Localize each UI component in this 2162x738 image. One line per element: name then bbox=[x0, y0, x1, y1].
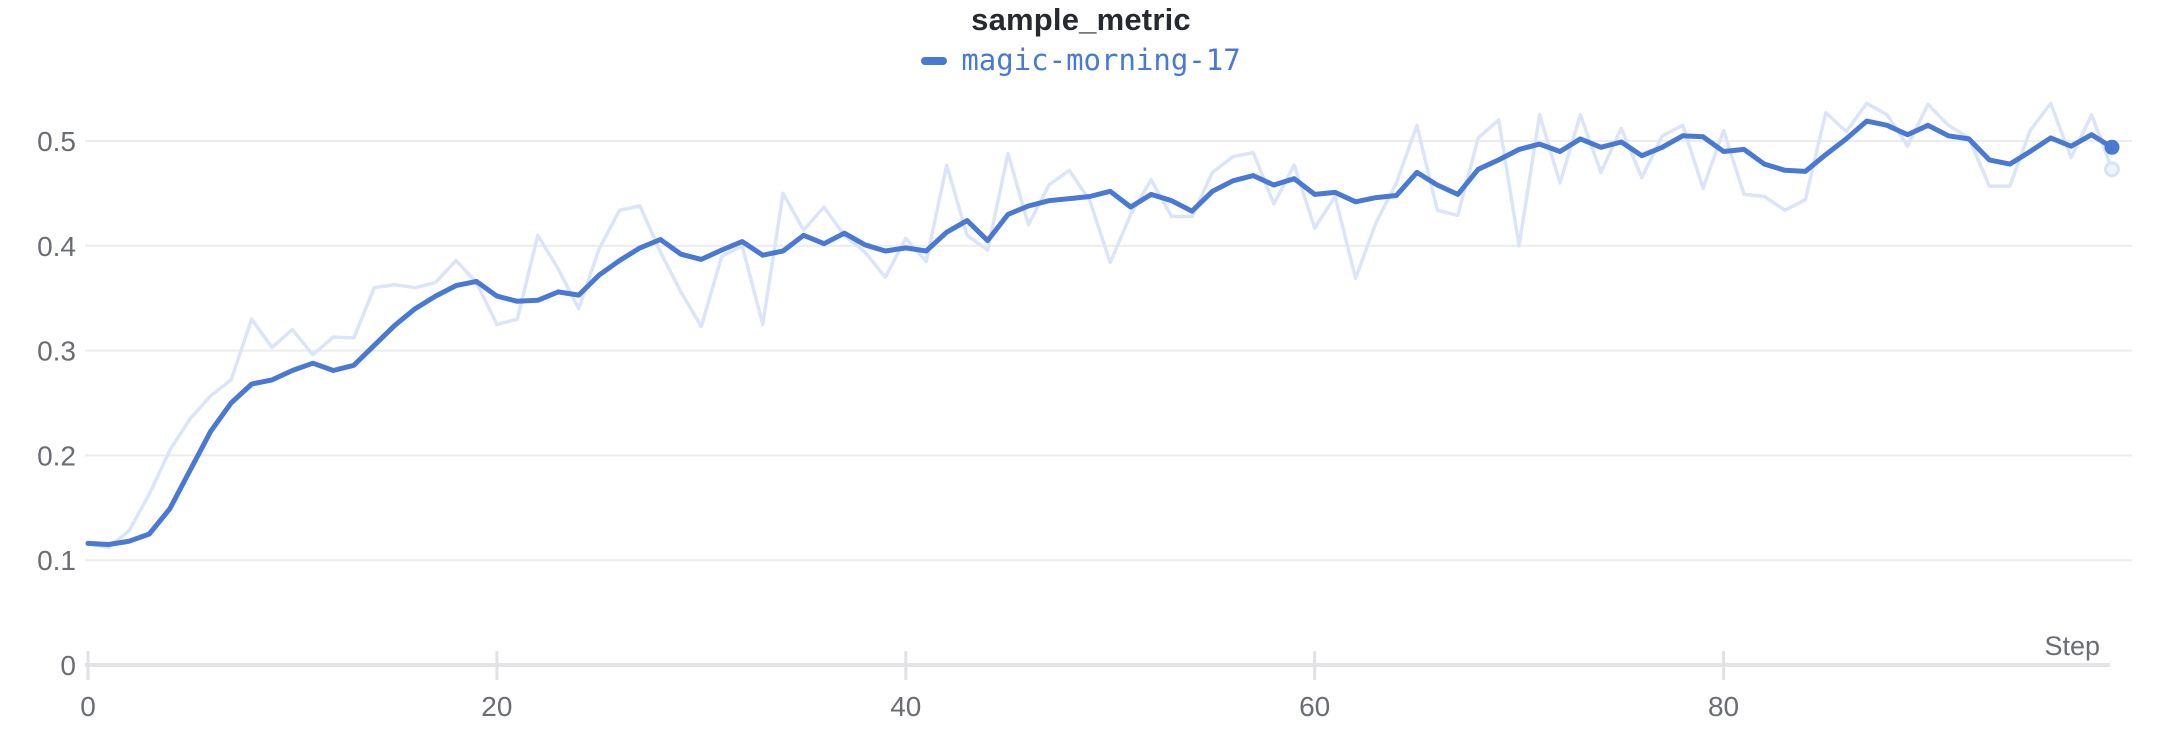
smoothed-series-line[interactable] bbox=[85, 118, 2115, 547]
legend-run-name: magic-morning-17 bbox=[961, 43, 1241, 77]
raw-series-end-dot bbox=[2103, 161, 2120, 178]
legend-line-swatch-icon bbox=[921, 56, 948, 65]
series-end-dot[interactable] bbox=[2104, 139, 2120, 155]
x-tick-label: 20 bbox=[481, 691, 512, 722]
x-axis-title: Step bbox=[2044, 631, 2100, 661]
x-tick-label: 40 bbox=[890, 691, 921, 722]
x-tick-label: 0 bbox=[80, 691, 96, 722]
x-tick-label: 60 bbox=[1299, 691, 1330, 722]
y-tick-label: 0 bbox=[60, 650, 76, 681]
y-tick-label: 0.2 bbox=[37, 440, 76, 471]
x-tick-label: 80 bbox=[1708, 691, 1739, 722]
legend-entry[interactable]: magic-morning-17 bbox=[921, 43, 1241, 77]
y-tick-label: 0.3 bbox=[37, 336, 76, 367]
y-tick-label: 0.1 bbox=[37, 545, 76, 576]
y-tick-label: 0.4 bbox=[37, 231, 76, 262]
y-tick-label: 0.5 bbox=[37, 126, 76, 157]
chart-title: sample_metric bbox=[971, 2, 1191, 37]
raw-series-line[interactable] bbox=[86, 101, 2114, 550]
legend: magic-morning-17 bbox=[0, 46, 2162, 75]
